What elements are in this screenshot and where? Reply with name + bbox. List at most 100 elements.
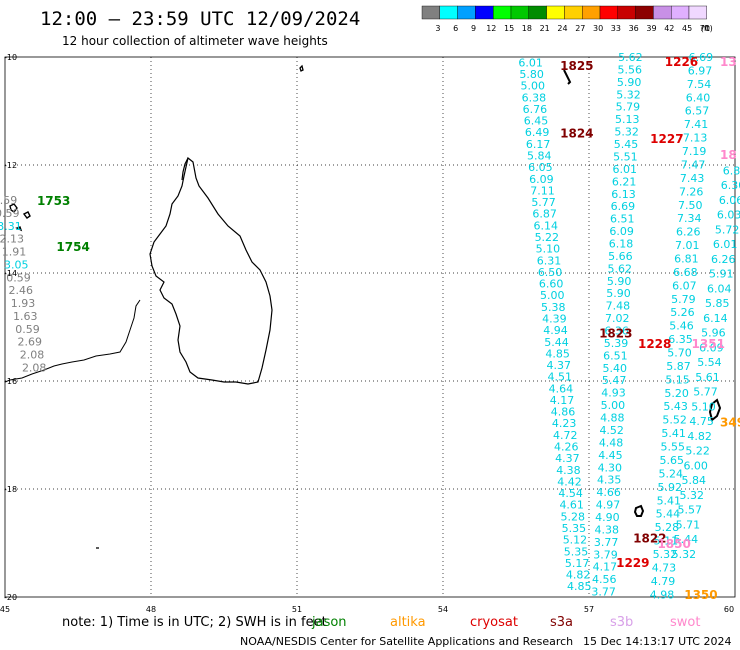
legend-swatch <box>582 5 601 20</box>
lat-tick-label: -10 <box>4 53 17 62</box>
legend-swatch <box>439 5 458 20</box>
pass-time-label: 1351 <box>692 337 725 351</box>
wave-height-value: 4.66 <box>596 486 621 499</box>
pass-time-label: 1824 <box>560 127 593 141</box>
wave-height-value: 4.98 <box>650 588 675 601</box>
wave-height-value: 6.03 <box>717 209 740 222</box>
wave-height-value: 4.82 <box>566 569 591 582</box>
wave-height-value: 6.68 <box>673 266 698 279</box>
wave-height-value: 2.08 <box>20 349 45 362</box>
wave-height-value: 6.00 <box>683 459 708 472</box>
wave-height-value: 5.32 <box>653 548 678 561</box>
pass-time-label: 1227 <box>650 132 683 146</box>
legend-label: 45 <box>682 24 692 33</box>
legend-swatch <box>635 5 654 20</box>
wave-height-value: 7.02 <box>605 312 630 325</box>
lon-tick-label: 51 <box>292 605 302 614</box>
wave-height-value: 7.01 <box>675 239 700 252</box>
wave-height-value: 4.97 <box>596 499 621 512</box>
wave-height-value: 5.87 <box>666 360 691 373</box>
pass-time-label: 1754 <box>56 240 89 254</box>
wave-height-value: 5.79 <box>616 101 641 114</box>
wave-height-value: 5.84 <box>681 474 706 487</box>
wave-height-value: 6.07 <box>672 279 697 292</box>
satellite-legend-item: jason <box>311 615 347 630</box>
wave-height-value: 6.01 <box>713 238 738 251</box>
wave-height-value: 6.26 <box>711 253 736 266</box>
pass-time-label: 1823 <box>599 326 632 340</box>
legend-unit: (ft) <box>701 24 713 33</box>
legend-label: 9 <box>471 24 476 33</box>
wave-height-value: 3.31 <box>0 220 22 233</box>
pass-time-label: 1850 <box>657 537 690 551</box>
wave-height-value: 4.38 <box>594 523 619 536</box>
legend-swatch <box>457 5 476 20</box>
pass-time-label: 1229 <box>616 556 649 570</box>
wave-height-value: 6.04 <box>707 282 732 295</box>
wave-height-value: 4.30 <box>598 461 623 474</box>
wave-height-value: 4.75 <box>689 415 714 428</box>
timestamp: 15 Dec 14:13:17 UTC 2024 <box>583 635 731 648</box>
mascarene-island-north <box>563 69 572 85</box>
wave-height-value: 5.90 <box>617 76 642 89</box>
wave-height-value: 0.59 <box>0 194 17 207</box>
madagascar-north-tip <box>181 157 189 181</box>
footnote: note: 1) Time is in UTC; 2) SWH is in fe… <box>62 615 327 630</box>
wave-height-value: 5.71 <box>676 518 701 531</box>
wave-height-value: 5.41 <box>657 494 682 507</box>
wave-height-value: 6.76 <box>523 103 548 116</box>
wave-height-value: 6.51 <box>603 349 628 362</box>
wave-height-value: 7.19 <box>682 145 707 158</box>
wave-height-value: 4.85 <box>545 347 570 360</box>
island-north <box>299 64 304 72</box>
wave-height-value: 4.38 <box>556 464 581 477</box>
pass-time-label: 1825 <box>560 59 593 73</box>
wave-height-value: 4.61 <box>559 499 584 512</box>
wave-height-value: 5.20 <box>664 387 689 400</box>
pass-time-label: 1753 <box>37 194 70 208</box>
wave-height-value: 5.00 <box>540 289 565 302</box>
wave-height-value: 6.69 <box>611 200 636 213</box>
wave-height-value: 2.69 <box>17 336 42 349</box>
legend-label: 39 <box>646 24 656 33</box>
wave-height-value: 3.77 <box>594 536 619 549</box>
wave-height-value: 5.44 <box>544 336 569 349</box>
lon-tick-label: 45 <box>0 605 10 614</box>
wave-height-value: 6.51 <box>610 213 635 226</box>
wave-height-value: 5.32 <box>616 88 641 101</box>
legend-swatch <box>617 5 636 20</box>
wave-height-value: 7.41 <box>684 118 709 131</box>
legend-swatch <box>653 5 672 20</box>
lon-tick-label: 57 <box>584 605 594 614</box>
wave-height-value: 6.17 <box>526 138 551 151</box>
graticule <box>5 57 735 597</box>
wave-height-value: 4.45 <box>598 449 623 462</box>
wave-height-value: 6.09 <box>609 225 634 238</box>
lon-tick-label: 60 <box>724 605 734 614</box>
wave-height-value: 5.92 <box>658 481 683 494</box>
wave-height-value: 6.30 <box>721 179 740 192</box>
wave-height-value: 4.73 <box>652 561 677 574</box>
wave-height-value: 5.66 <box>608 250 633 263</box>
pass-time-label: 1228 <box>638 337 671 351</box>
wave-height-value: 1.93 <box>11 297 36 310</box>
legend-swatch <box>671 5 690 20</box>
legend-label: 30 <box>593 24 603 33</box>
axis-tick-labels: 45 48 51 54 57 60 -10 -12 -14 -16 -18 -20 <box>0 53 734 614</box>
map-title: 12:00 – 23:59 UTC 12/09/2024 <box>40 8 360 30</box>
legend-swatch <box>546 5 565 20</box>
wave-height-value: 5.43 <box>663 400 688 413</box>
wave-height-value: 5.47 <box>602 374 627 387</box>
wave-height-value: 5.28 <box>561 510 586 523</box>
wave-height-value: 4.85 <box>567 580 592 593</box>
lat-tick-label: -20 <box>4 593 17 602</box>
satellite-legend-item: swot <box>670 615 700 630</box>
plot-frame <box>4 56 736 598</box>
wave-height-value: 5.51 <box>613 150 638 163</box>
legend-swatch <box>475 5 494 20</box>
wave-height-value: 6.18 <box>609 237 634 250</box>
satellite-legend: jason altika cryosat s3a s3b swot <box>311 615 700 630</box>
wave-height-value: 5.62 <box>608 262 633 275</box>
wave-height-value: 5.45 <box>614 138 639 151</box>
wave-height-value: 4.37 <box>555 452 580 465</box>
